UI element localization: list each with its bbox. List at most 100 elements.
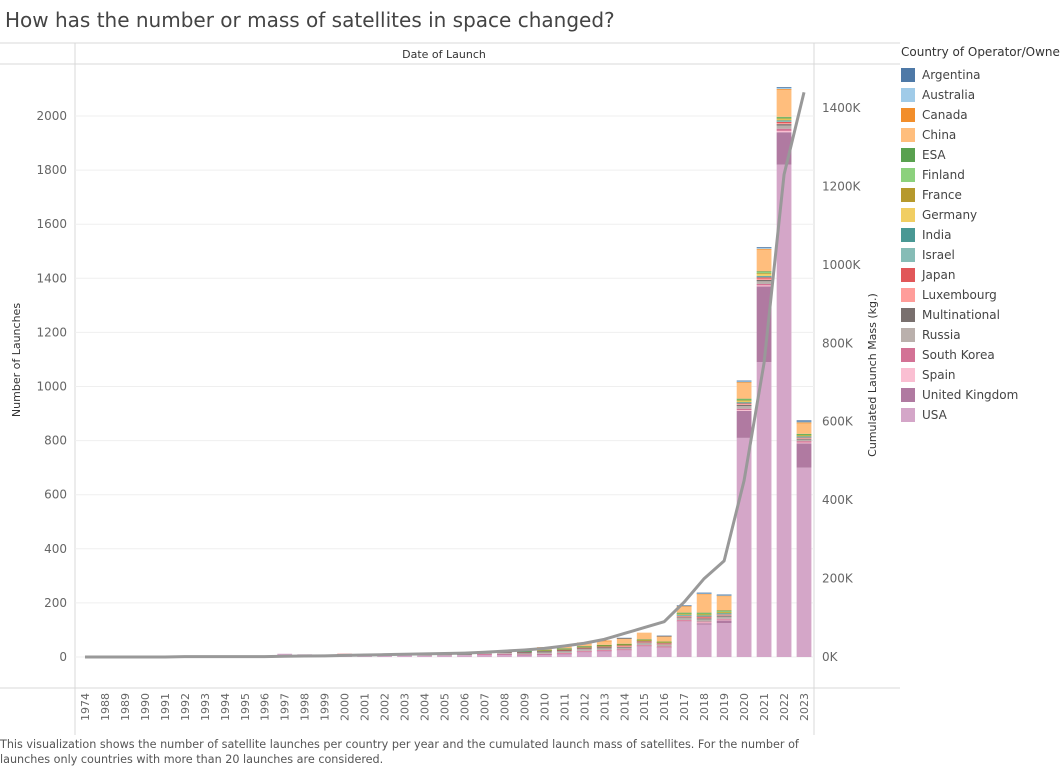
legend-item[interactable]: France	[901, 185, 1059, 205]
legend-item[interactable]: Canada	[901, 105, 1059, 125]
legend-swatch	[901, 368, 915, 382]
bar-segment	[517, 654, 532, 656]
bar-segment	[696, 593, 712, 594]
bar-segment	[397, 655, 412, 657]
bar-segment	[756, 273, 772, 274]
bar-segment	[616, 637, 632, 639]
legend-item[interactable]: Australia	[901, 85, 1059, 105]
bar-segment	[716, 611, 732, 613]
x-tick-label: 2007	[478, 693, 491, 721]
bar-segment	[776, 118, 792, 120]
bar-segment	[716, 610, 732, 612]
bar-segment	[796, 434, 812, 436]
y2-tick-label: 800K	[822, 336, 854, 350]
bar-segment	[736, 381, 752, 383]
bar-segment	[576, 649, 592, 651]
legend-label: ESA	[922, 148, 946, 162]
bar-segment	[536, 649, 552, 651]
legend-item[interactable]: Germany	[901, 205, 1059, 225]
bar-segment	[556, 652, 572, 654]
bar-segment	[736, 398, 752, 400]
legend-item[interactable]: China	[901, 125, 1059, 145]
legend-swatch	[901, 168, 915, 182]
x-tick-label: 1998	[299, 693, 312, 721]
legend-item[interactable]: India	[901, 225, 1059, 245]
bar-segment	[696, 623, 712, 625]
bar-segment	[776, 87, 792, 88]
bar-segment	[756, 362, 772, 657]
plot-frame	[0, 42, 900, 735]
bar-segment	[776, 87, 792, 89]
bar-segment	[796, 442, 812, 444]
legend-label: Australia	[922, 88, 976, 102]
y2-tick-label: 1200K	[822, 179, 862, 193]
y-tick-label: 800	[44, 434, 67, 448]
bar-segment	[776, 116, 792, 118]
bar-segment	[696, 621, 712, 623]
bar-segment	[616, 644, 632, 646]
legend-item[interactable]: Argentina	[901, 65, 1059, 85]
bar-segment	[676, 620, 692, 622]
bar-segment	[636, 643, 652, 646]
bar-segment	[636, 646, 652, 657]
bar-segment	[756, 248, 772, 250]
legend-item[interactable]: Multinational	[901, 305, 1059, 325]
y2-tick-label: 1400K	[822, 101, 862, 115]
legend-item[interactable]: Russia	[901, 325, 1059, 345]
bar-segment	[536, 651, 552, 653]
x-tick-label: 1993	[199, 693, 212, 721]
y-tick-label: 600	[44, 488, 67, 502]
bar-segment	[796, 436, 812, 438]
legend-swatch	[901, 108, 915, 122]
bar-segment	[756, 271, 772, 273]
bar-segment	[596, 640, 612, 642]
bar-segment	[576, 647, 592, 649]
legend-item[interactable]: United Kingdom	[901, 385, 1059, 405]
legend-item[interactable]: Israel	[901, 245, 1059, 265]
y2-tick-label: 600K	[822, 415, 854, 429]
bar-segment	[596, 647, 612, 649]
x-tick-label: 1988	[99, 693, 112, 721]
bar-segment	[796, 436, 812, 438]
y-tick-label: 1200	[36, 325, 67, 339]
legend-label: Canada	[922, 108, 968, 122]
x-tick-label: 2010	[538, 693, 551, 721]
legend-label: Finland	[922, 168, 965, 182]
legend-item[interactable]: South Korea	[901, 345, 1059, 365]
legend-swatch	[901, 288, 915, 302]
y-tick-label: 1600	[36, 217, 67, 231]
bar-segment	[756, 279, 772, 282]
bar-segment	[756, 249, 772, 272]
bar-segment	[656, 641, 672, 643]
bar-segment	[596, 646, 612, 648]
legend-item[interactable]: Luxembourg	[901, 285, 1059, 305]
bar-segment	[736, 410, 752, 411]
bar-segment	[596, 644, 612, 646]
x-tick-label: 2006	[458, 693, 471, 721]
bar-segment	[616, 647, 632, 650]
bar-segment	[736, 408, 752, 411]
legend-label: Germany	[922, 208, 978, 222]
caption-text: This visualization shows the number of s…	[0, 738, 799, 766]
x-tick-label: 2011	[558, 693, 571, 721]
legend-item[interactable]: Japan	[901, 265, 1059, 285]
bar-segment	[736, 382, 752, 399]
legend-item[interactable]: Finland	[901, 165, 1059, 185]
bar-segment	[776, 124, 792, 126]
x-tick-label: 2003	[399, 693, 412, 721]
legend-item[interactable]: USA	[901, 405, 1059, 425]
bar-segment	[716, 614, 732, 616]
legend-swatch	[901, 308, 915, 322]
legend-item[interactable]: ESA	[901, 145, 1059, 165]
bar-segment	[796, 420, 812, 422]
legend-swatch	[901, 228, 915, 242]
y2-tick-label: 400K	[822, 493, 854, 507]
legend-swatch	[901, 68, 915, 82]
bar-segment	[636, 632, 652, 640]
legend-label: Russia	[922, 328, 961, 342]
bar-segment	[736, 402, 752, 403]
bar-segment	[596, 649, 612, 651]
legend-item[interactable]: Spain	[901, 365, 1059, 385]
bar-segment	[616, 646, 632, 647]
bar-segment	[656, 644, 672, 647]
